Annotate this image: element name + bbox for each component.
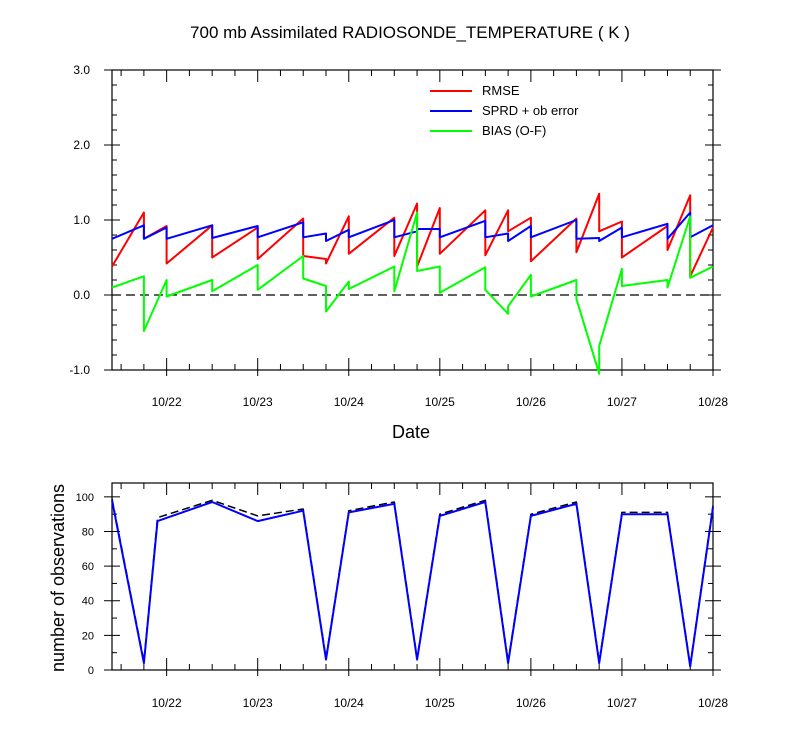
plot-frame bbox=[111, 482, 714, 671]
y-tick-label: 1.0 bbox=[73, 213, 90, 227]
x-axis-title: Date bbox=[392, 422, 430, 442]
x-tick-label: 10/26 bbox=[516, 696, 546, 710]
x-tick-label: 10/22 bbox=[152, 395, 182, 409]
bottom-plot: 10/22 10/23 10/24 10/25 10/26 10/27 10/28 0 20 40… bbox=[76, 482, 728, 710]
legend-label: RMSE bbox=[482, 83, 520, 98]
y-tick-label: 20 bbox=[82, 630, 94, 642]
y-tick-label: 2.0 bbox=[73, 138, 90, 152]
x-tick-label: 10/28 bbox=[698, 395, 728, 409]
y-tick-label: 60 bbox=[82, 561, 94, 573]
y-tick-label: 3.0 bbox=[73, 63, 90, 77]
x-tick-label: 10/23 bbox=[243, 696, 273, 710]
x-tick-label: 10/24 bbox=[334, 696, 364, 710]
series-line-sprd-ob-error bbox=[111, 211, 714, 242]
x-tick-label: 10/24 bbox=[334, 395, 364, 409]
y-tick-label: -1.0 bbox=[69, 363, 90, 377]
plot-frame bbox=[111, 69, 714, 371]
x-tick-label: 10/25 bbox=[425, 395, 455, 409]
x-tick-label: 10/23 bbox=[243, 395, 273, 409]
series-line-rmse bbox=[111, 192, 714, 278]
x-tick-label: 10/27 bbox=[607, 395, 637, 409]
legend-label: SPRD + ob error bbox=[482, 103, 579, 118]
series-line-used bbox=[111, 500, 714, 668]
x-tick-label: 10/25 bbox=[425, 696, 455, 710]
x-tick-label: 10/28 bbox=[698, 696, 728, 710]
x-tick-label: 10/26 bbox=[516, 395, 546, 409]
x-tick-label: 10/27 bbox=[607, 696, 637, 710]
y-tick-label: 80 bbox=[82, 526, 94, 538]
top-plot: 10/22 10/23 10/24 10/25 10/26 10/27 10/28 -1.0 0… bbox=[69, 63, 728, 409]
series-line-bias-o-f bbox=[111, 211, 714, 375]
y-tick-label: 0.0 bbox=[73, 288, 90, 302]
y-axis-title-observations: number of observations bbox=[48, 484, 68, 672]
legend-label: BIAS (O-F) bbox=[482, 123, 546, 138]
y-tick-label: 100 bbox=[76, 492, 94, 504]
y-tick-label: 0 bbox=[88, 665, 94, 677]
x-tick-label: 10/22 bbox=[152, 696, 182, 710]
series-line-possible bbox=[111, 498, 714, 666]
chart-title: 700 mb Assimilated RADIOSONDE_TEMPERATUR… bbox=[190, 23, 630, 42]
y-tick-label: 40 bbox=[82, 596, 94, 608]
